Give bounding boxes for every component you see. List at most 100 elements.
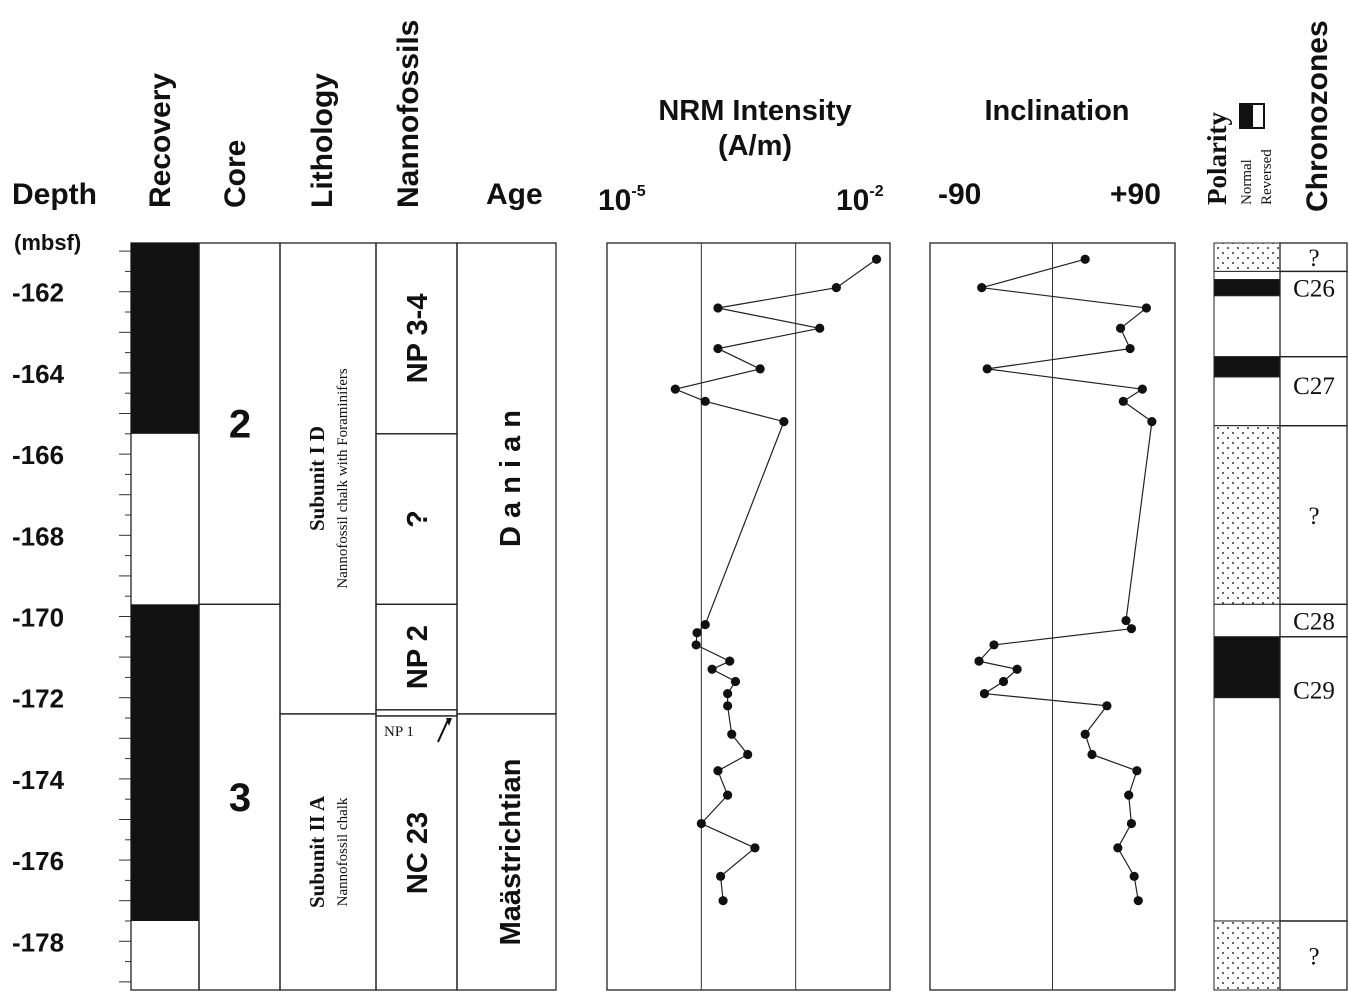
polarity-header: Polarity (1202, 112, 1232, 205)
depth-tick-label: -174 (12, 765, 65, 795)
polarity-interval-reversed (1213, 603, 1281, 638)
nrm-title-line2: (A/m) (718, 130, 792, 162)
recovery-column (130, 242, 200, 991)
nrm-min-label: 10-5 (598, 183, 646, 217)
inclination-max-label: +90 (1110, 178, 1161, 211)
data-point (871, 254, 882, 264)
data-point (750, 843, 760, 853)
age-header: Age (486, 178, 543, 211)
data-point (1129, 871, 1139, 881)
recovered-interval (131, 243, 199, 434)
polarity-interval-unknown (1213, 425, 1281, 605)
inclination-title: Inclination (985, 95, 1130, 127)
core-header: Core (219, 140, 252, 208)
polarity-interval-reversed (1213, 270, 1281, 281)
polarity-interval-normal (1213, 279, 1281, 297)
depth-header: Depth (12, 178, 97, 211)
data-point (723, 689, 733, 699)
chronozone-label: ? (1308, 503, 1319, 530)
depth-tick-label: -162 (12, 278, 64, 308)
data-point (725, 656, 735, 666)
chronozone-label: C26 (1293, 276, 1335, 303)
data-point (700, 620, 710, 630)
nannofossil-column: NP 3-4? NP 2 NP 1 NC 23 (375, 242, 458, 991)
lithology-unit-name: Subunit I D (305, 426, 329, 531)
depth-tick-label: -178 (12, 927, 64, 957)
data-point (1115, 323, 1126, 333)
age-label: Maästrichtian (495, 758, 527, 945)
plot-frame (606, 242, 891, 991)
nannofossil-zone-label: ? (402, 510, 434, 528)
data-point (692, 628, 702, 638)
chronozone-label: C28 (1293, 609, 1335, 636)
data-point (696, 818, 706, 829)
polarity-column (1213, 242, 1281, 991)
data-point (1133, 896, 1143, 906)
data-point (715, 871, 726, 881)
nrm-title-line1: NRM Intensity (658, 95, 851, 127)
chronozone-interval (1279, 920, 1348, 991)
data-point (974, 656, 984, 666)
data-point (815, 323, 825, 333)
depth-tick-label: -168 (12, 521, 64, 551)
data-point (979, 689, 990, 699)
core-label: 2 (229, 403, 251, 447)
data-point (713, 343, 723, 354)
polarity-interval-unknown (1213, 242, 1281, 272)
core-column: 23 (198, 242, 281, 991)
recovery-header: Recovery (144, 73, 177, 208)
polarity-interval-unknown (1213, 920, 1281, 991)
nannofossil-zone-label: NP 2 (402, 625, 434, 689)
lithology-unit-name: Subunit II A (305, 795, 329, 908)
data-point (1147, 417, 1157, 427)
lithology-unit-description: Nannofossil chalk with Foraminifers (335, 368, 351, 589)
chronozones-header: Chronozones (1301, 20, 1334, 212)
depth-unit: (mbsf) (14, 230, 81, 255)
chronozone-column: ? C26 C27? C28 C29? (1279, 242, 1348, 991)
nrm-max-label: 10-2 (836, 183, 884, 217)
chronozone-label: C27 (1293, 373, 1335, 400)
data-point (691, 640, 701, 650)
nannofossils-header: Nannofossils (392, 20, 425, 208)
data-point (700, 396, 710, 406)
data-point (1121, 615, 1131, 626)
data-point (1141, 303, 1152, 313)
inclination-min-label: -90 (938, 178, 981, 211)
depth-tick-label: -176 (12, 846, 64, 876)
chronozone-label: ? (1308, 943, 1319, 970)
data-point (1132, 766, 1142, 776)
zone-arrowhead (446, 717, 452, 726)
data-point (743, 749, 753, 760)
nrm-intensity-plot (606, 242, 891, 991)
data-point (998, 676, 1009, 687)
data-point (755, 364, 765, 374)
polarity-normal-label: Normal (1239, 159, 1255, 205)
nannofossil-zone-label: NP 1 (384, 724, 414, 740)
data-point (1125, 343, 1135, 354)
data-point (1124, 790, 1134, 800)
polarity-interval-reversed (1213, 376, 1281, 427)
data-point (977, 283, 987, 293)
data-point (1102, 701, 1112, 711)
core-label: 3 (229, 776, 251, 820)
data-point (718, 896, 728, 906)
data-point (723, 790, 733, 800)
data-point (713, 303, 723, 313)
data-point (1126, 624, 1137, 634)
profile-line (977, 258, 1153, 901)
data-point (1137, 384, 1147, 394)
lithology-unit-description: Nannofossil chalk (335, 797, 351, 906)
age-label: D a n i a n (495, 410, 527, 547)
polarity-interval-normal (1213, 356, 1281, 378)
age-interval (456, 713, 557, 991)
depth-axis: -162 -164 -166 -168 -170 -172 -174 -176 -178 (12, 243, 132, 990)
data-point (1080, 254, 1090, 264)
data-point (831, 283, 841, 293)
lithology-column: Subunit I D Nannofossil chalk with Forami… (279, 242, 377, 991)
polarity-key-icon (1239, 103, 1265, 129)
data-point (989, 640, 999, 650)
polarity-interval-reversed (1213, 697, 1281, 922)
lithology-header: Lithology (306, 73, 339, 208)
chronozone-label: C29 (1293, 678, 1335, 705)
